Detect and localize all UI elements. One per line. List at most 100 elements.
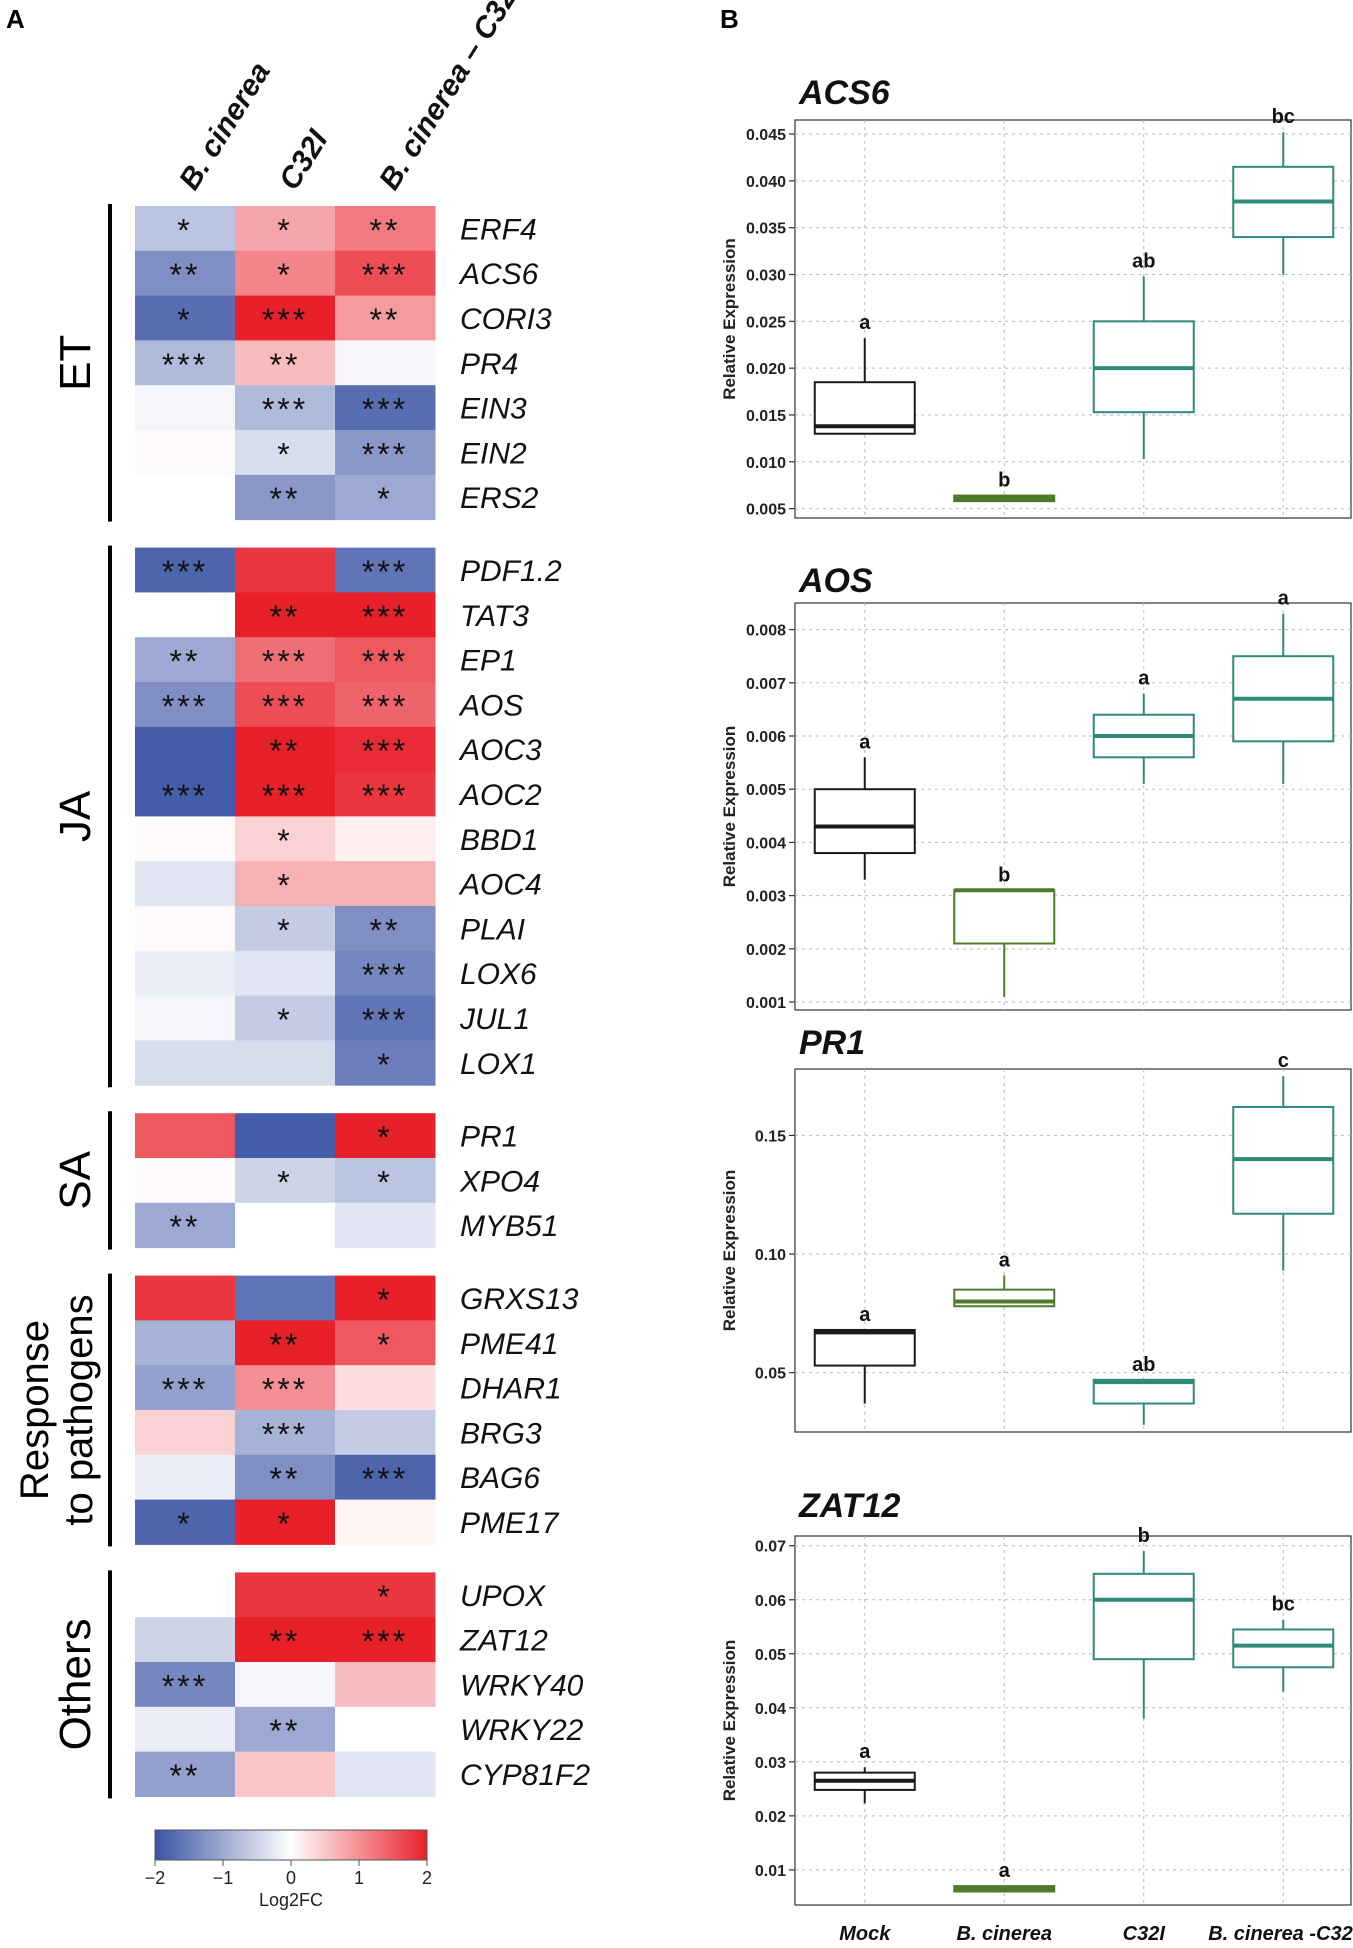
heatmap-cell xyxy=(335,1617,436,1663)
y-tick-label: 0.02 xyxy=(755,1809,786,1826)
group-label: Others xyxy=(51,1618,100,1750)
group-label: SA xyxy=(51,1150,100,1209)
group-label: Response xyxy=(13,1320,57,1500)
heatmap-cell xyxy=(235,637,336,683)
significance-mark: * xyxy=(377,1047,392,1083)
significance-mark: *** xyxy=(362,436,408,472)
group-label: JA xyxy=(51,790,100,842)
heatmap-cell xyxy=(235,1662,336,1708)
significance-letter: a xyxy=(859,312,871,334)
heatmap-cell xyxy=(235,1617,336,1663)
heatmap-cell xyxy=(335,1320,436,1366)
significance-mark: *** xyxy=(362,1461,408,1497)
y-axis-label: Relative Expression xyxy=(720,726,739,888)
gene-label: PME17 xyxy=(460,1507,560,1540)
heatmap-cell xyxy=(335,1454,436,1501)
y-tick-label: 0.07 xyxy=(755,1539,786,1556)
significance-mark: *** xyxy=(262,644,308,680)
heatmap-cell xyxy=(335,250,436,297)
significance-mark: * xyxy=(377,1164,392,1200)
heatmap-cell xyxy=(335,995,436,1041)
gene-label: BBD1 xyxy=(460,824,538,857)
heatmap-cell xyxy=(335,1275,436,1321)
significance-mark: *** xyxy=(362,392,408,428)
significance-mark: ** xyxy=(270,481,301,517)
heatmap-cell xyxy=(235,206,336,252)
y-tick-label: 0.03 xyxy=(755,1755,786,1772)
gene-label: WRKY22 xyxy=(460,1714,584,1747)
x-category-label: B. cinerea -C32I xyxy=(1208,1923,1353,1945)
significance-mark: * xyxy=(377,1579,392,1615)
log2fc-colorbar: −2 −1 0 1 2 Log2FC xyxy=(145,1829,432,1910)
heatmap-cell xyxy=(235,474,336,521)
significance-mark: *** xyxy=(162,554,208,590)
gene-label: UPOX xyxy=(460,1580,546,1613)
gene-label: DHAR1 xyxy=(460,1373,562,1406)
heatmap-cell xyxy=(135,1320,236,1366)
group-label: ET xyxy=(51,335,100,391)
significance-mark: *** xyxy=(162,688,208,724)
heatmap-cell xyxy=(135,726,236,773)
significance-mark: *** xyxy=(362,957,408,993)
significance-mark: *** xyxy=(362,778,408,814)
significance-mark: ** xyxy=(370,302,401,338)
heatmap-cell xyxy=(135,385,236,431)
heatmap-cell xyxy=(335,547,436,593)
significance-mark: ** xyxy=(270,1327,301,1363)
gene-label: CORI3 xyxy=(460,303,552,336)
y-tick-label: 0.020 xyxy=(746,361,786,378)
colorbar-tick-label: 0 xyxy=(286,1868,296,1888)
significance-mark: * xyxy=(277,1506,292,1542)
heatmap-cell xyxy=(135,295,236,341)
heatmap-cell xyxy=(335,1365,436,1411)
significance-mark: *** xyxy=(162,1668,208,1704)
significance-mark: *** xyxy=(162,1372,208,1408)
y-tick-label: 0.01 xyxy=(755,1863,786,1880)
gene-label: ERS2 xyxy=(460,482,539,515)
y-tick-label: 0.005 xyxy=(746,502,786,519)
heatmap-cell xyxy=(335,295,436,341)
significance-mark: * xyxy=(277,868,292,904)
colorbar-tick-label: 2 xyxy=(422,1868,432,1888)
significance-mark: ** xyxy=(170,257,201,293)
significance-mark: *** xyxy=(362,733,408,769)
significance-mark: ** xyxy=(170,1209,201,1245)
significance-mark: * xyxy=(177,1506,192,1542)
significance-letter: a xyxy=(859,731,871,753)
significance-mark: * xyxy=(377,1282,392,1318)
gene-label: XPO4 xyxy=(459,1165,540,1198)
box xyxy=(813,1328,916,1367)
heatmap-cell xyxy=(235,1320,336,1366)
gene-label: GRXS13 xyxy=(460,1283,579,1316)
significance-letter: b xyxy=(998,864,1010,886)
colorbar-tick-label: −2 xyxy=(145,1868,166,1888)
heatmap-cell xyxy=(235,682,336,728)
gene-label: PME41 xyxy=(460,1328,558,1361)
heatmap-cell xyxy=(135,637,236,683)
y-tick-label: 0.015 xyxy=(746,408,786,425)
heatmap-cell xyxy=(335,637,436,683)
significance-mark: * xyxy=(277,1164,292,1200)
y-tick-label: 0.15 xyxy=(755,1128,786,1145)
significance-letter: b xyxy=(998,470,1010,492)
heatmap-cell xyxy=(235,547,336,593)
heatmap-cell xyxy=(235,430,336,476)
heatmap-cell xyxy=(135,995,236,1041)
significance-mark: *** xyxy=(362,599,408,635)
heatmap-cell xyxy=(135,1572,236,1618)
significance-mark: *** xyxy=(262,1372,308,1408)
heatmap-cell xyxy=(335,771,436,817)
significance-letter: b xyxy=(1138,1525,1150,1547)
box xyxy=(1092,1378,1195,1405)
heatmap-cell xyxy=(335,816,436,862)
y-tick-label: 0.045 xyxy=(746,127,786,144)
heatmap-cell xyxy=(235,1454,336,1501)
x-category-label: C32I xyxy=(1123,1923,1166,1945)
y-tick-label: 0.001 xyxy=(746,995,786,1012)
heatmap-cell xyxy=(235,1158,336,1204)
heatmap-cell xyxy=(135,474,236,521)
significance-mark: ** xyxy=(370,212,401,248)
gene-label: BAG6 xyxy=(460,1462,540,1495)
gene-label: PR1 xyxy=(460,1121,518,1154)
